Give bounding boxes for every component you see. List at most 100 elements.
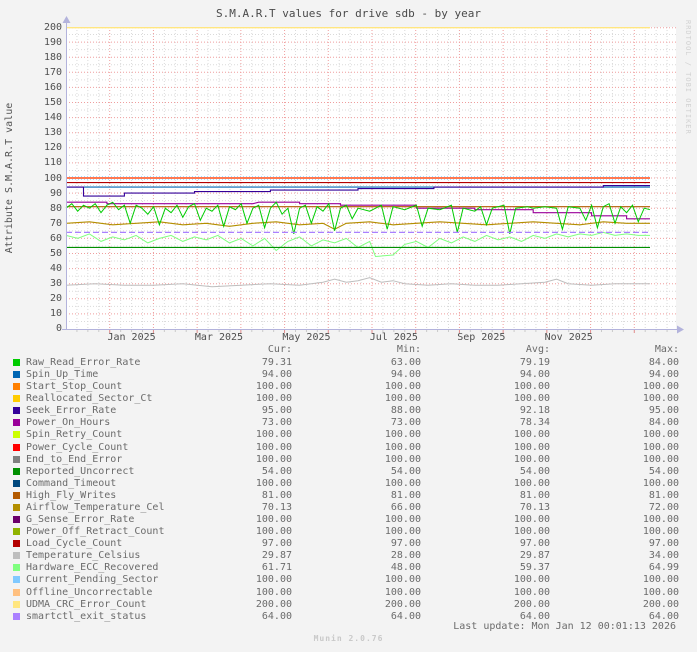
y-tick-label: 140	[43, 112, 62, 124]
legend-row: Hardware_ECC_Recovered 61.71 48.00 59.37 64.…	[13, 562, 679, 574]
legend-label: Spin_Retry_Count	[26, 429, 123, 441]
legend-value-cur: 100.00	[255, 429, 292, 441]
x-tick-label: Jan 2025	[107, 332, 156, 343]
legend-value-min: 48.00	[390, 562, 421, 574]
legend-value-min: 64.00	[390, 610, 421, 622]
y-tick-label: 40	[49, 263, 62, 275]
series-line-Raw_Read_Error_Rate	[65, 201, 651, 235]
legend-value-max: 64.00	[648, 610, 679, 622]
y-tick-label: 50	[49, 248, 62, 259]
legend-label: Reported_Uncorrect	[26, 465, 135, 477]
legend-value-cur: 100.00	[255, 441, 292, 453]
y-tick-label: 200	[43, 22, 62, 34]
legend-label: Load_Cycle_Count	[26, 538, 123, 550]
legend-value-cur: 54.00	[261, 465, 292, 477]
legend-label: High_Fly_Writes	[26, 489, 117, 501]
y-tick-label: 90	[49, 187, 62, 199]
legend-row: Temperature_Celsius 29.87 28.00 29.87 34.00	[13, 550, 679, 562]
legend-row: smartctl_exit_status 64.00 64.00 64.00 64.00	[13, 611, 679, 623]
legend-value-cur: 29.87	[261, 550, 292, 562]
legend-label: UDMA_CRC_Error_Count	[26, 598, 147, 610]
legend-row: Seek_Error_Rate 95.00 88.00 92.18 95.00	[13, 405, 679, 417]
legend-value-cur: 100.00	[255, 526, 292, 538]
legend-value-min: 100.00	[384, 574, 421, 586]
legend-value-cur: 81.00	[261, 489, 292, 501]
legend-value-min: 81.00	[390, 489, 421, 501]
legend-value-cur: 97.00	[261, 538, 292, 550]
legend-value-avg: 29.87	[519, 550, 550, 562]
legend-value-avg: 100.00	[513, 453, 550, 465]
legend-label: Seek_Error_Rate	[26, 405, 117, 417]
legend-row: Start_Stop_Count 100.00 100.00 100.00 100.00	[13, 381, 679, 393]
legend-value-min: 100.00	[384, 393, 421, 405]
legend-color-swatch-icon	[13, 516, 20, 524]
legend-row: Airflow_Temperature_Cel 70.13 66.00 70.13 72…	[13, 502, 679, 514]
series-line-Temperature_Celsius	[65, 277, 650, 288]
legend-row: High_Fly_Writes 81.00 81.00 81.00 81.00	[13, 490, 679, 502]
y-tick-label: 60	[49, 232, 62, 244]
x-tick-label: Jul 2025	[369, 332, 418, 343]
legend-label: Hardware_ECC_Recovered	[26, 562, 159, 574]
y-tick-label: 10	[49, 308, 62, 320]
legend-row: Power_Off_Retract_Count 100.00 100.00 100.0…	[13, 526, 679, 538]
legend-value-avg: 100.00	[513, 477, 550, 489]
legend-value-max: 95.00	[648, 405, 679, 417]
legend-value-max: 200.00	[642, 598, 679, 610]
legend-header-row: Cur: Min: Avg: Max:	[13, 344, 679, 356]
legend-color-swatch-icon	[13, 600, 20, 608]
legend-value-max: 84.00	[648, 417, 679, 429]
legend-value-max: 100.00	[642, 441, 679, 453]
legend-value-avg: 94.00	[519, 369, 550, 381]
legend-value-max: 100.00	[642, 381, 679, 393]
legend-color-swatch-icon	[13, 467, 20, 475]
y-tick-label: 100	[43, 172, 62, 184]
legend-value-min: 100.00	[384, 526, 421, 538]
y-tick-label: 130	[43, 127, 62, 139]
y-tick-label: 190	[43, 36, 62, 48]
legend-value-min: 73.00	[390, 417, 421, 429]
legend-color-swatch-icon	[13, 371, 20, 379]
x-tick-label: Nov 2025	[544, 332, 593, 343]
legend-value-avg: 100.00	[513, 381, 550, 393]
legend-value-cur: 100.00	[255, 393, 292, 405]
legend-value-avg: 100.00	[513, 526, 550, 538]
legend-value-min: 100.00	[384, 586, 421, 598]
y-tick-label: 120	[43, 142, 62, 154]
legend-value-max: 97.00	[648, 538, 679, 550]
legend-value-cur: 79.31	[261, 357, 292, 368]
legend-label: Temperature_Celsius	[26, 550, 141, 562]
legend-row: UDMA_CRC_Error_Count 200.00 200.00 200.00 20…	[13, 599, 679, 611]
legend-color-swatch-icon	[13, 479, 20, 487]
legend-value-avg: 59.37	[519, 562, 550, 574]
legend-value-avg: 100.00	[513, 429, 550, 441]
legend-value-cur: 100.00	[255, 477, 292, 489]
y-tick-label: 180	[43, 51, 62, 63]
y-tick-label: 0	[55, 322, 62, 334]
legend-label: Airflow_Temperature_Cel	[26, 501, 165, 513]
legend-value-max: 100.00	[642, 526, 679, 538]
legend-value-avg: 70.13	[519, 501, 550, 513]
series-line-Airflow_Temperature_Cel	[65, 221, 650, 230]
legend-value-cur: 100.00	[255, 514, 292, 526]
legend-row: Command_Timeout 100.00 100.00 100.00 100.00	[13, 478, 679, 490]
legend-value-min: 100.00	[384, 477, 421, 489]
legend-value-avg: 92.18	[519, 405, 550, 417]
legend-row: End_to_End_Error 100.00 100.00 100.00 100.00	[13, 454, 679, 466]
legend-color-swatch-icon	[13, 540, 20, 548]
legend-value-avg: 81.00	[519, 489, 550, 501]
legend-header-max: Max:	[654, 344, 679, 355]
legend-color-swatch-icon	[13, 455, 20, 463]
legend-label: End_to_End_Error	[26, 453, 123, 465]
legend-color-swatch-icon	[13, 431, 20, 439]
legend-value-cur: 100.00	[255, 453, 292, 465]
legend-color-swatch-icon	[13, 528, 20, 536]
legend-color-swatch-icon	[13, 491, 20, 499]
legend-value-max: 100.00	[642, 429, 679, 441]
legend-value-min: 200.00	[384, 598, 421, 610]
legend-value-avg: 54.00	[519, 465, 550, 477]
munin-version: Munin 2.0.76	[313, 634, 384, 643]
legend-value-max: 84.00	[648, 357, 679, 368]
legend-header-avg: Avg:	[525, 344, 550, 355]
x-tick-label: Sep 2025	[457, 332, 506, 343]
legend-row: Offline_Uncorrectable 100.00 100.00 100.00 1…	[13, 587, 679, 599]
